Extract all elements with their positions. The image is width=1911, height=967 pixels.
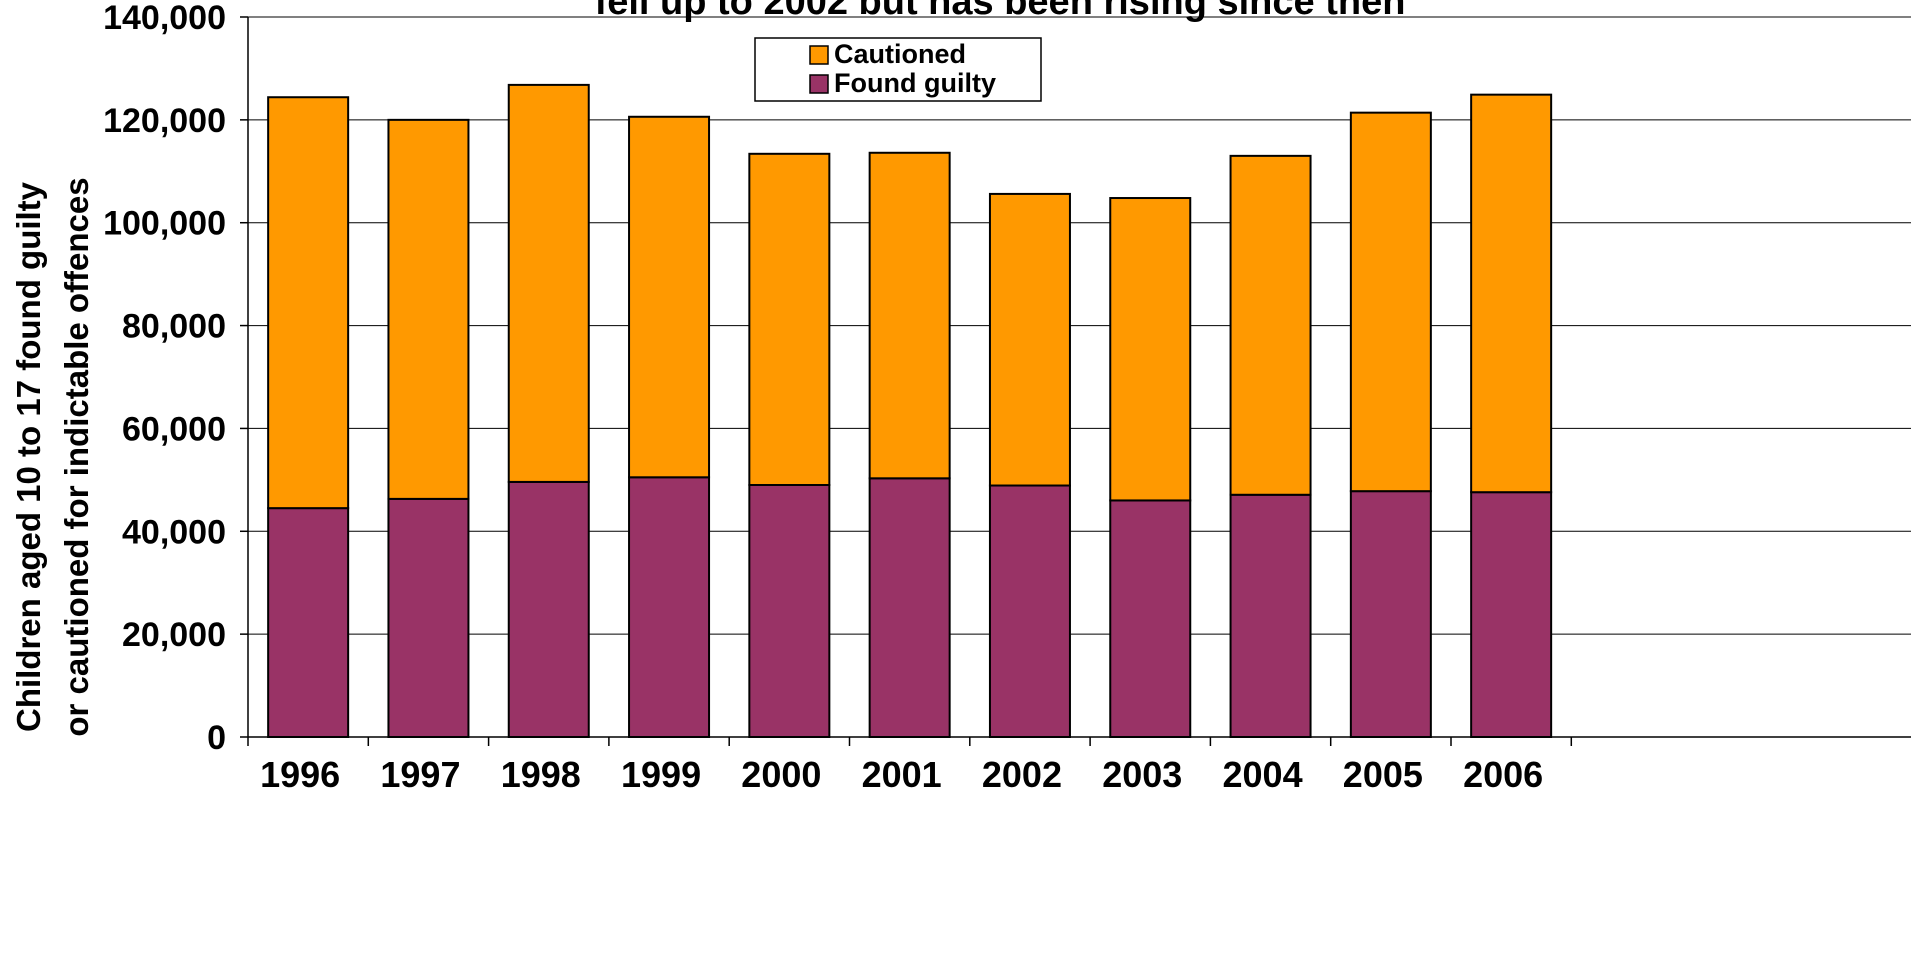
x-tick-label: 2003 xyxy=(1102,754,1182,795)
legend-swatch-found-guilty xyxy=(809,74,829,94)
bar-cautioned-2001 xyxy=(868,151,951,480)
bar-cautioned-2000 xyxy=(748,152,831,487)
y-tick-label: 20,000 xyxy=(122,616,226,654)
legend-label-found-guilty: Found guilty xyxy=(834,68,996,98)
bar-found-guilty-1998 xyxy=(507,480,590,738)
legend-label-cautioned: Cautioned xyxy=(834,39,966,69)
bar-found-guilty-2003 xyxy=(1109,499,1192,738)
bar-found-guilty-2005 xyxy=(1349,490,1432,738)
bar-found-guilty-2001 xyxy=(868,477,951,738)
bar-cautioned-1997 xyxy=(387,118,470,500)
axes: 0 20,000 40,000 60,000 80,000 100,000 120,000 1… xyxy=(103,0,1911,795)
y-axis-label-line1: Children aged 10 to 17 found guilty xyxy=(10,181,47,732)
legend-box xyxy=(754,37,1042,102)
x-tick-label: 2004 xyxy=(1223,754,1303,795)
x-tick-label: 2000 xyxy=(741,754,821,795)
bar-found-guilty-1999 xyxy=(628,476,711,738)
y-tick-label: 120,000 xyxy=(103,102,226,140)
x-tick-label: 2001 xyxy=(862,754,942,795)
x-tick-label: 2006 xyxy=(1463,754,1543,795)
y-tick-label: 100,000 xyxy=(103,205,226,243)
bar-cautioned-2004 xyxy=(1229,154,1312,496)
x-tick-label: 1997 xyxy=(380,754,460,795)
bar-found-guilty-2006 xyxy=(1470,491,1553,739)
bar-cautioned-2003 xyxy=(1109,197,1192,502)
y-tick-label: 0 xyxy=(207,719,226,757)
legend-swatch-cautioned xyxy=(809,45,829,65)
chart-title: fell up to 2002 but has been rising sinc… xyxy=(595,0,1406,23)
bars xyxy=(267,83,1553,739)
y-tick-label: 60,000 xyxy=(122,410,226,448)
x-tick-label: 1996 xyxy=(260,754,340,795)
bar-cautioned-1996 xyxy=(267,96,350,510)
bar-found-guilty-2004 xyxy=(1229,493,1312,738)
bar-found-guilty-2000 xyxy=(748,484,831,738)
y-axis-label-line2: or cautioned for indictable offences xyxy=(58,177,95,736)
bar-found-guilty-1996 xyxy=(267,507,350,738)
gridlines xyxy=(248,16,1911,635)
bar-cautioned-1998 xyxy=(507,83,590,483)
y-tick-label: 80,000 xyxy=(122,308,226,346)
x-tick-label: 1999 xyxy=(621,754,701,795)
bar-cautioned-2005 xyxy=(1349,111,1432,493)
x-tick-label: 2005 xyxy=(1343,754,1423,795)
x-tick-label: 1998 xyxy=(501,754,581,795)
bar-cautioned-2002 xyxy=(988,192,1071,487)
x-tick-label: 2002 xyxy=(982,754,1062,795)
y-tick-label: 140,000 xyxy=(103,0,226,37)
y-tick-label: 40,000 xyxy=(122,513,226,551)
bar-found-guilty-1997 xyxy=(387,497,470,738)
bar-found-guilty-2002 xyxy=(988,484,1071,738)
bar-cautioned-1999 xyxy=(628,115,711,479)
bar-cautioned-2006 xyxy=(1470,93,1553,494)
